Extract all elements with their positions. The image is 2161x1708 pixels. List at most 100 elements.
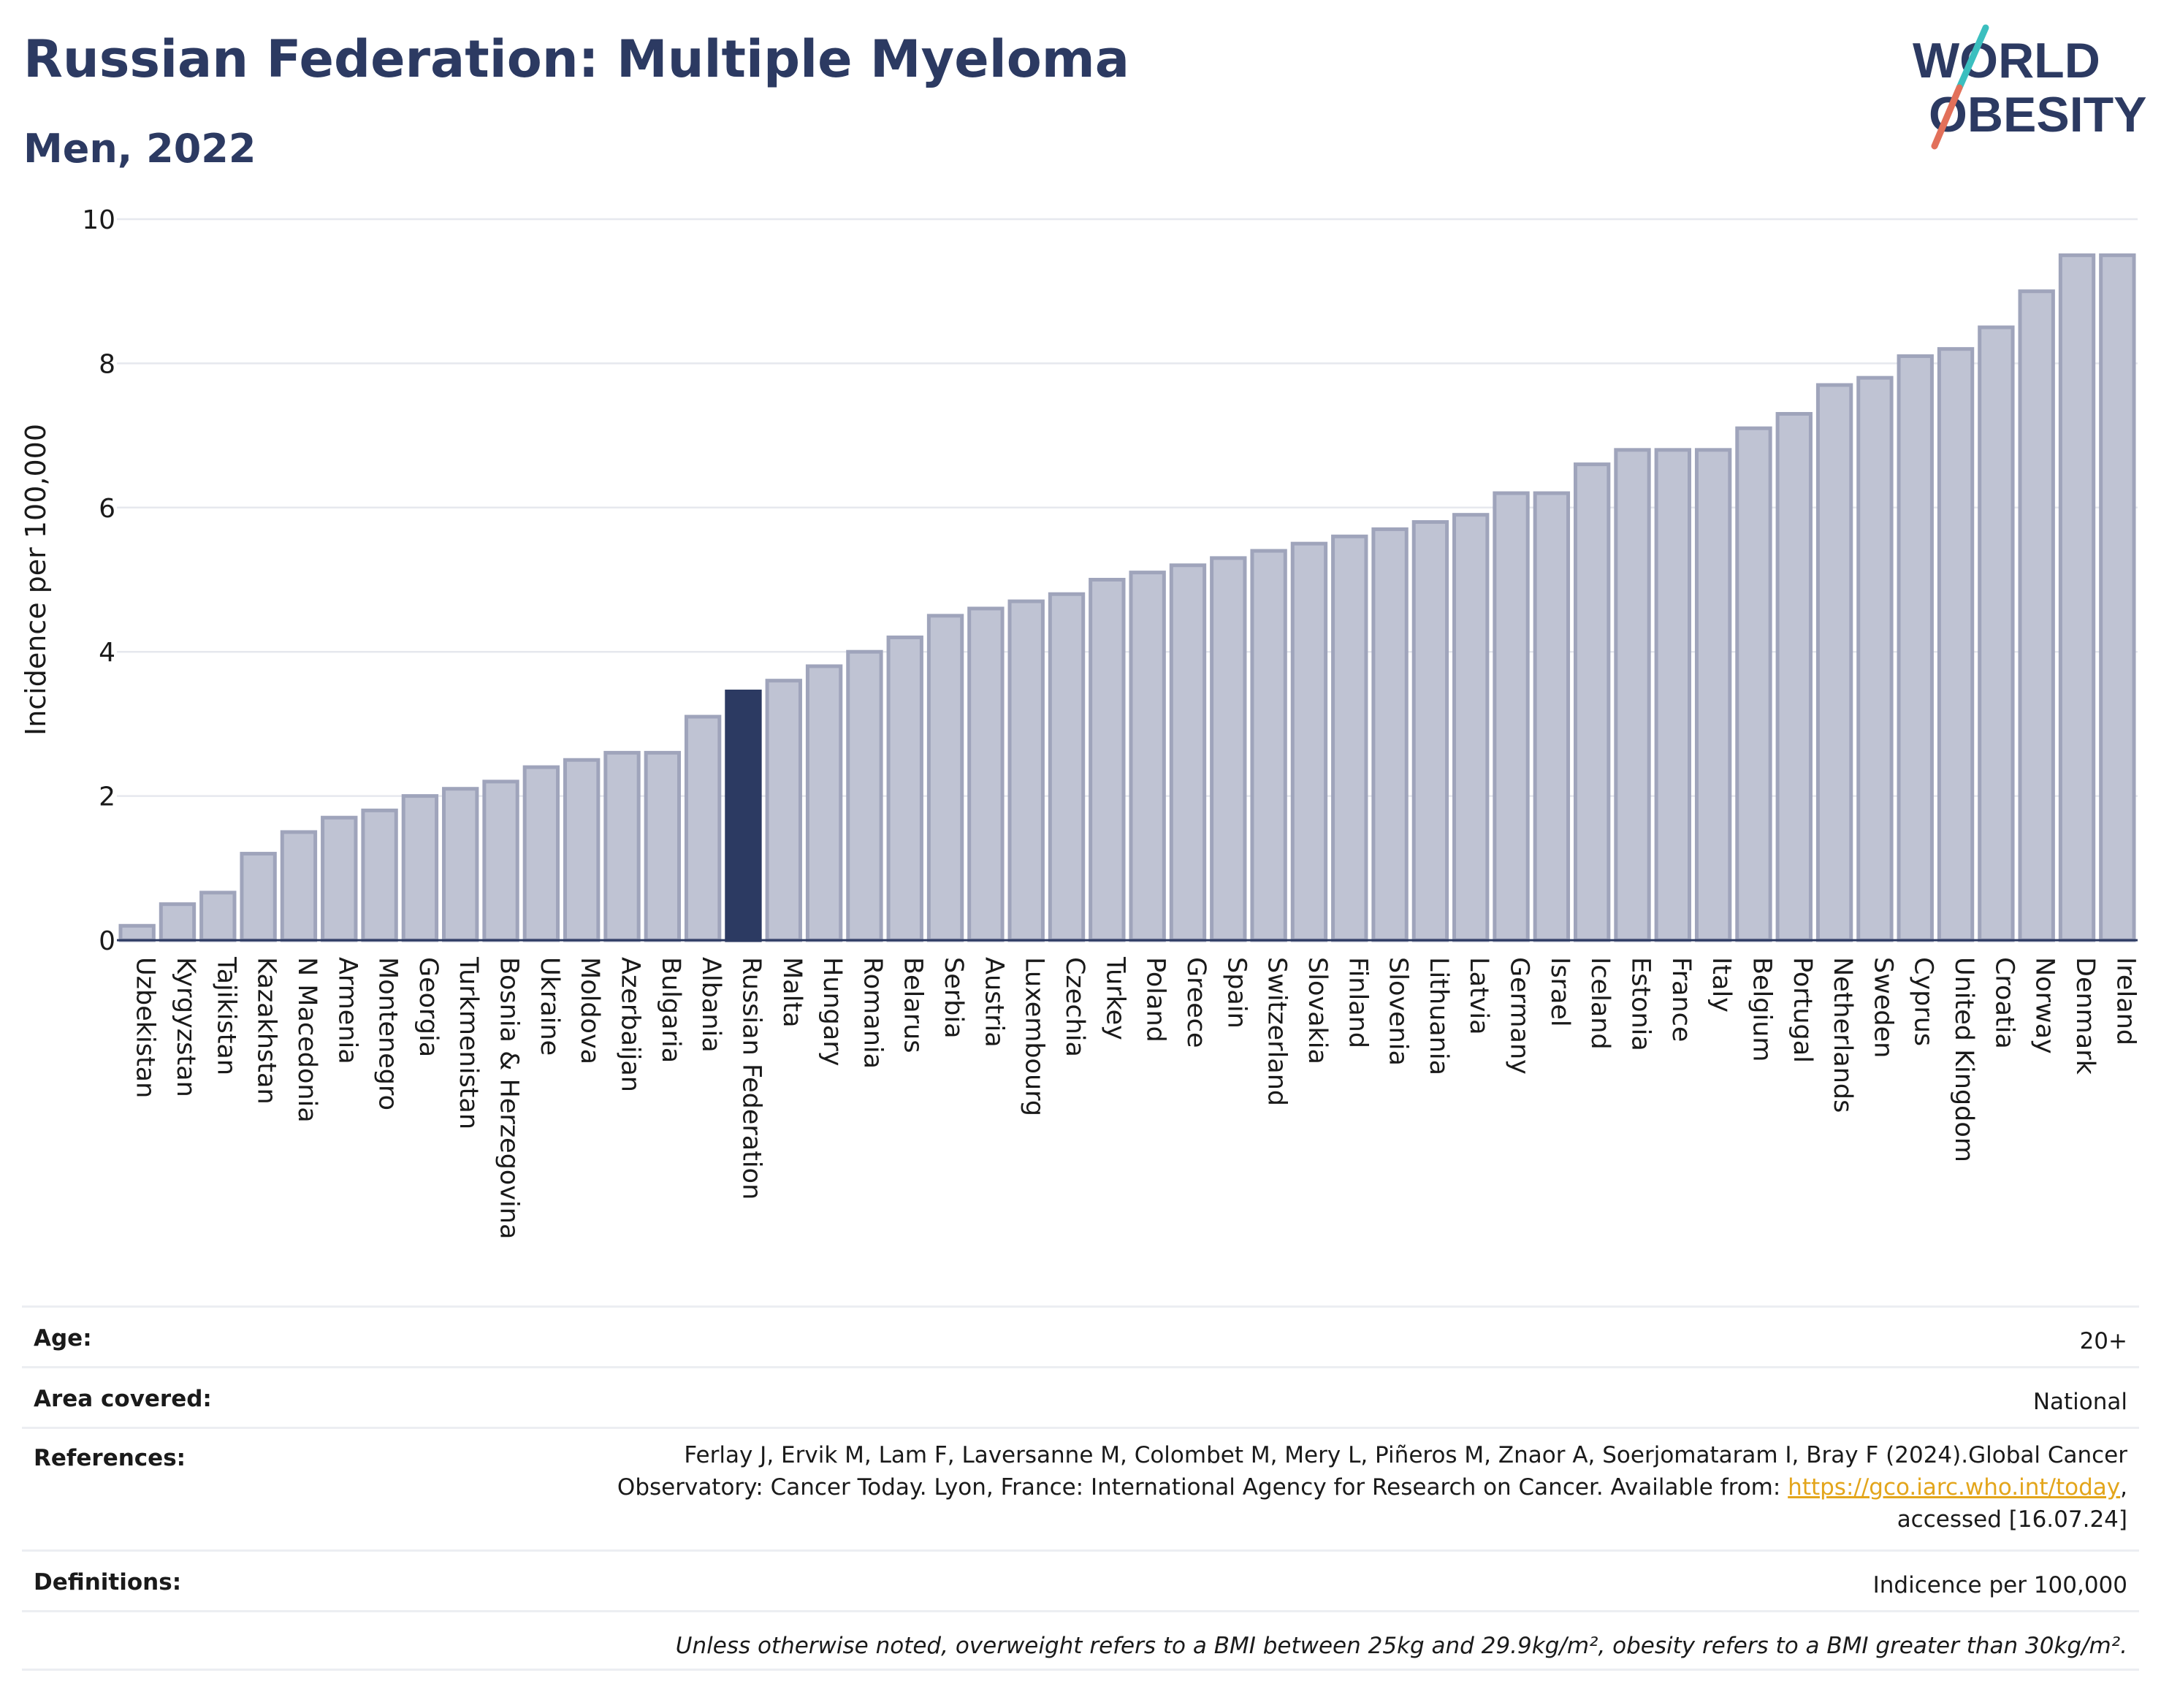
bar-luxembourg: [1007, 599, 1045, 942]
bar-poland: [1129, 571, 1166, 942]
page-subtitle: Men, 2022: [23, 126, 256, 172]
bar-turkey: [1089, 578, 1126, 942]
bar-france: [1654, 448, 1692, 942]
x-tick-label: Belarus: [899, 957, 928, 1053]
x-tick-label: Ireland: [2111, 957, 2140, 1045]
x-tick-label: France: [1666, 957, 1696, 1042]
bar-czechia: [1048, 592, 1086, 942]
y-tick-label: 6: [99, 494, 115, 524]
x-tick-label: United Kingdom: [1949, 957, 1978, 1162]
bar-netherlands: [1815, 383, 1853, 942]
area-value: National: [2032, 1389, 2127, 1415]
bar-bosnia-herzegovina: [482, 779, 519, 942]
bar-ukraine: [522, 765, 560, 942]
x-tick-label: Georgia: [413, 957, 443, 1057]
age-value: 20+: [2079, 1328, 2127, 1354]
world-obesity-logo: WORLD OBESITY: [1913, 24, 2147, 150]
x-tick-label: Switzerland: [1262, 957, 1292, 1106]
bar-latvia: [1452, 513, 1490, 942]
bar-united-kingdom: [1937, 347, 1975, 942]
bar-armenia: [321, 815, 358, 942]
references-line2-post: ,: [2120, 1474, 2127, 1501]
bar-albania: [684, 714, 722, 942]
bar-georgia: [401, 794, 439, 942]
bar-bulgaria: [644, 750, 682, 942]
bar-russian-federation: [725, 689, 762, 942]
definitions-label: Definitions:: [34, 1569, 182, 1595]
references-value: Ferlay J, Ervik M, Lam F, Laversanne M, …: [617, 1439, 2127, 1536]
bar-lithuania: [1411, 520, 1449, 942]
x-tick-label: Hungary: [817, 957, 847, 1066]
x-tick-label: Austria: [979, 957, 1008, 1048]
bar-azerbaijan: [603, 750, 641, 942]
x-tick-label: N Macedonia: [292, 957, 321, 1123]
bar-spain: [1210, 556, 1247, 942]
x-tick-label: Norway: [2030, 957, 2059, 1054]
bar-finland: [1331, 534, 1368, 942]
bar-israel: [1533, 491, 1571, 942]
bar-n-macedonia: [280, 830, 318, 942]
y-tick-label: 2: [99, 782, 115, 812]
info-table: Age: 20+ Area covered: National Referenc…: [22, 1305, 2139, 1671]
bar-uzbekistan: [118, 923, 156, 942]
x-tick-label: Armenia: [332, 957, 362, 1064]
logo-slash-teal: [1956, 24, 1989, 91]
x-tick-label: Russian Federation: [736, 957, 766, 1200]
bar-hungary: [805, 664, 843, 942]
bar-montenegro: [361, 808, 398, 942]
x-tick-label: Portugal: [1788, 957, 1817, 1063]
references-link[interactable]: https://gco.iarc.who.int/today: [1788, 1474, 2121, 1501]
bar-chart: 0 2 4 6 8 10 Uzbekistan Kyrgyzstan Tajikistan Ka…: [20, 205, 2140, 1239]
bar-switzerland: [1250, 549, 1287, 942]
bar-kyrgyzstan: [159, 902, 197, 942]
bar-greece: [1169, 563, 1207, 942]
bar-iceland: [1573, 462, 1611, 942]
info-row-age: Age: 20+: [22, 1305, 2139, 1366]
bar-germany: [1493, 491, 1530, 942]
x-tick-label: Kazakhstan: [252, 957, 281, 1105]
x-tick-label: Uzbekistan: [131, 957, 160, 1098]
x-tick-label: Finland: [1343, 957, 1372, 1048]
references-line2-pre: Observatory: Cancer Today. Lyon, France:…: [617, 1474, 1788, 1501]
x-tick-label: Slovenia: [1384, 957, 1413, 1066]
x-tick-label: Netherlands: [1828, 957, 1857, 1113]
x-tick-label: Azerbaijan: [616, 957, 645, 1092]
bmi-note: Unless otherwise noted, overweight refer…: [675, 1633, 2127, 1659]
x-tick-label: Turkey: [1100, 956, 1129, 1040]
bar-austria: [967, 606, 1005, 942]
info-row-definitions: Definitions: Indicence per 100,000: [22, 1549, 2139, 1610]
x-tick-label: Italy: [1707, 957, 1736, 1013]
references-line1: Ferlay J, Ervik M, Lam F, Laversanne M, …: [684, 1442, 2127, 1468]
y-tick-label: 0: [99, 926, 115, 956]
bar-malta: [765, 679, 802, 942]
age-label: Age:: [34, 1325, 92, 1351]
bar-serbia: [926, 614, 964, 942]
x-tick-label: Moldova: [575, 957, 604, 1064]
bar-norway: [2018, 289, 2055, 942]
x-tick-label: Greece: [1181, 957, 1211, 1048]
x-tick-label: Tajikistan: [211, 956, 240, 1075]
x-tick-label: Albania: [696, 957, 725, 1053]
x-tick-label: Germany: [1505, 957, 1534, 1075]
logo-slash-coral: [1931, 84, 1963, 150]
bar-cyprus: [1897, 354, 1934, 942]
bar-romania: [846, 649, 883, 942]
x-tick-label: Latvia: [1464, 957, 1493, 1035]
x-tick-label: Montenegro: [373, 957, 403, 1110]
bar-moldova: [563, 758, 601, 942]
bar-denmark: [2058, 253, 2096, 942]
bar-belarus: [886, 635, 923, 942]
bar-portugal: [1775, 411, 1813, 942]
bar-slovenia: [1371, 527, 1409, 942]
y-tick-labels: 0 2 4 6 8 10: [82, 205, 115, 956]
area-label: Area covered:: [34, 1386, 212, 1412]
x-tick-label: Czechia: [1060, 957, 1089, 1057]
bar-kazakhstan: [240, 852, 277, 942]
bar-croatia: [1978, 325, 2015, 942]
x-tick-label: Denmark: [2070, 957, 2100, 1075]
logo-text-obesity: OBESITY: [1929, 87, 2147, 142]
bar-estonia: [1614, 448, 1651, 942]
logo-text-world: WORLD: [1913, 33, 2100, 88]
x-tick-label: Estonia: [1626, 957, 1655, 1051]
definitions-value: Indicence per 100,000: [1872, 1572, 2127, 1598]
